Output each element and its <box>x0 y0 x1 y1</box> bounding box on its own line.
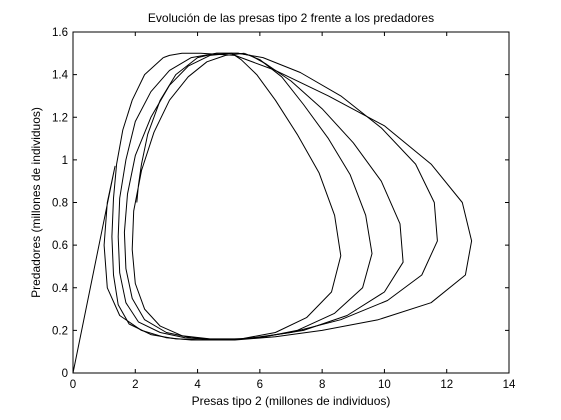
y-tick-label: 1.6 <box>52 27 68 39</box>
x-tick-label: 6 <box>257 379 263 391</box>
y-axis-label: Predadores (millones de individuos) <box>29 107 43 298</box>
x-tick-label: 12 <box>440 379 453 391</box>
y-tick-label: 1.4 <box>52 70 69 82</box>
x-axis-label: Presas tipo 2 (millones de individuos) <box>192 394 391 408</box>
trajectory-segment-1 <box>72 52 473 374</box>
x-tick-label: 14 <box>503 379 516 391</box>
y-tick-label: 1.2 <box>52 112 68 124</box>
x-tick-label: 10 <box>378 379 391 391</box>
y-tick-label: 0.4 <box>52 283 69 295</box>
chart-title: Evolución de las presas tipo 2 frente a … <box>148 11 434 25</box>
x-tick-label: 0 <box>70 379 76 391</box>
x-tick-label: 8 <box>319 379 325 391</box>
y-axis-ticks: 0 0.2 0.4 0.6 0.8 1 1.2 1.4 1.6 <box>52 27 509 380</box>
curves-layer <box>72 52 473 374</box>
trajectory-segment-5 <box>131 52 342 340</box>
y-tick-label: 0.8 <box>52 198 68 210</box>
y-tick-label: 0 <box>62 368 68 380</box>
y-tick-label: 0.6 <box>52 240 68 252</box>
y-tick-label: 0.2 <box>52 325 68 337</box>
x-tick-label: 4 <box>194 379 201 391</box>
y-tick-label: 1 <box>62 155 68 167</box>
x-tick-label: 2 <box>132 379 138 391</box>
x-axis-ticks: 0 2 4 6 8 10 12 14 <box>70 32 516 391</box>
